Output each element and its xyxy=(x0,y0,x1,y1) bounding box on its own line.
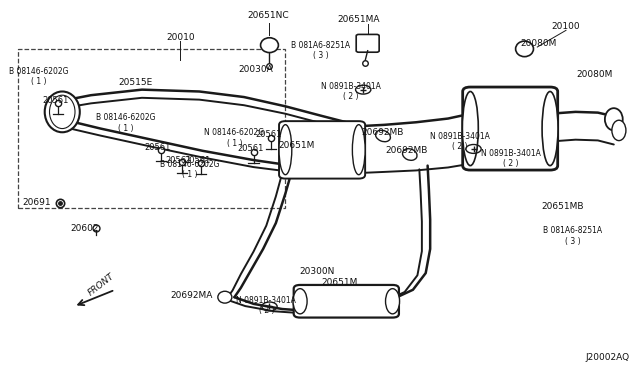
FancyBboxPatch shape xyxy=(463,87,557,170)
Ellipse shape xyxy=(353,125,365,175)
Bar xyxy=(18,49,285,208)
Ellipse shape xyxy=(279,125,292,175)
Text: 20010: 20010 xyxy=(166,33,195,42)
Ellipse shape xyxy=(376,130,390,142)
Text: 20651M: 20651M xyxy=(321,278,358,287)
Text: 20561: 20561 xyxy=(145,142,171,151)
Text: N 0891B-3401A
( 2 ): N 0891B-3401A ( 2 ) xyxy=(236,296,296,315)
Ellipse shape xyxy=(45,92,80,132)
Text: 20561: 20561 xyxy=(255,129,282,139)
Text: N 08146-6202G
( 1 ): N 08146-6202G ( 1 ) xyxy=(204,128,264,148)
Text: 20030A: 20030A xyxy=(238,65,273,74)
Text: N 0891B-3401A
( 2 ): N 0891B-3401A ( 2 ) xyxy=(321,82,381,101)
Ellipse shape xyxy=(293,289,307,314)
Text: 20561: 20561 xyxy=(43,96,69,105)
FancyBboxPatch shape xyxy=(356,35,379,52)
Text: 20515E: 20515E xyxy=(118,78,153,87)
Text: B 08146-6202G
( 1 ): B 08146-6202G ( 1 ) xyxy=(160,160,220,179)
Text: N 0891B-3401A
( 2 ): N 0891B-3401A ( 2 ) xyxy=(481,148,540,168)
Text: 20692MA: 20692MA xyxy=(170,291,213,300)
Ellipse shape xyxy=(612,120,626,141)
Text: 20602: 20602 xyxy=(70,224,99,233)
Ellipse shape xyxy=(542,92,558,166)
Text: B 08146-6202G
( 1 ): B 08146-6202G ( 1 ) xyxy=(9,67,68,86)
Text: 20561: 20561 xyxy=(166,155,192,164)
Text: B 081A6-8251A
( 3 ): B 081A6-8251A ( 3 ) xyxy=(543,226,602,246)
Text: N 0891B-3401A
( 2 ): N 0891B-3401A ( 2 ) xyxy=(429,132,490,151)
Text: B 08146-6202G
( 1 ): B 08146-6202G ( 1 ) xyxy=(96,113,156,133)
Text: 20561: 20561 xyxy=(185,155,211,164)
Ellipse shape xyxy=(218,291,232,303)
Text: 20561: 20561 xyxy=(237,144,264,153)
Ellipse shape xyxy=(403,149,417,160)
Text: 20692MB: 20692MB xyxy=(385,146,428,155)
Text: 20651NC: 20651NC xyxy=(248,11,289,20)
Text: 20080M: 20080M xyxy=(520,39,557,48)
Ellipse shape xyxy=(605,108,623,131)
Ellipse shape xyxy=(385,289,399,314)
Ellipse shape xyxy=(260,38,278,52)
Ellipse shape xyxy=(516,41,534,57)
Text: 20300N: 20300N xyxy=(300,267,335,276)
Text: B 081A6-8251A
( 3 ): B 081A6-8251A ( 3 ) xyxy=(291,41,350,60)
Text: 20651MA: 20651MA xyxy=(337,15,380,24)
Ellipse shape xyxy=(462,92,478,166)
Text: 20080M: 20080M xyxy=(577,70,613,79)
Text: 20651M: 20651M xyxy=(278,141,314,150)
FancyBboxPatch shape xyxy=(279,121,365,179)
Text: 20100: 20100 xyxy=(552,22,580,31)
FancyBboxPatch shape xyxy=(294,285,399,318)
Text: 20691: 20691 xyxy=(22,198,51,207)
Text: 20651MB: 20651MB xyxy=(541,202,584,211)
Ellipse shape xyxy=(49,95,75,129)
Text: J20002AQ: J20002AQ xyxy=(586,353,630,362)
Text: FRONT: FRONT xyxy=(86,271,116,297)
Text: 20692MB: 20692MB xyxy=(362,128,404,137)
